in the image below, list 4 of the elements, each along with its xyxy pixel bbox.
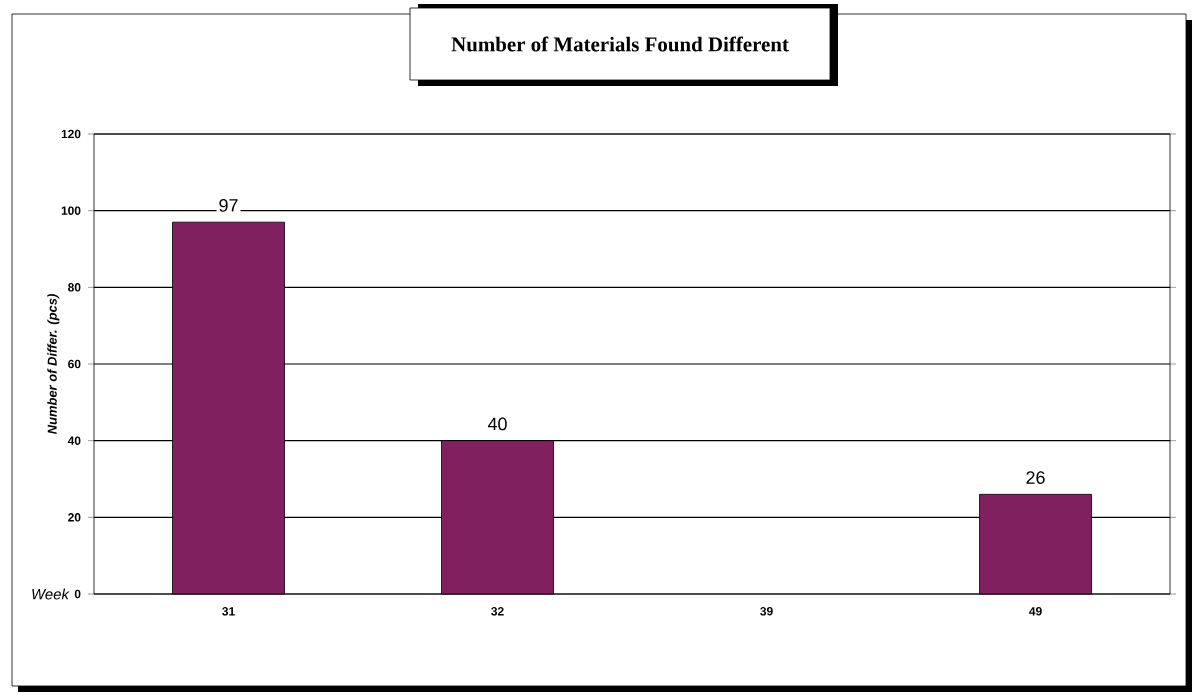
data-label: 40 (487, 417, 507, 431)
data-label: 26 (1026, 471, 1045, 484)
data-label: 97 (219, 199, 238, 212)
chart-title: Number of Materials Found Different (451, 36, 789, 52)
